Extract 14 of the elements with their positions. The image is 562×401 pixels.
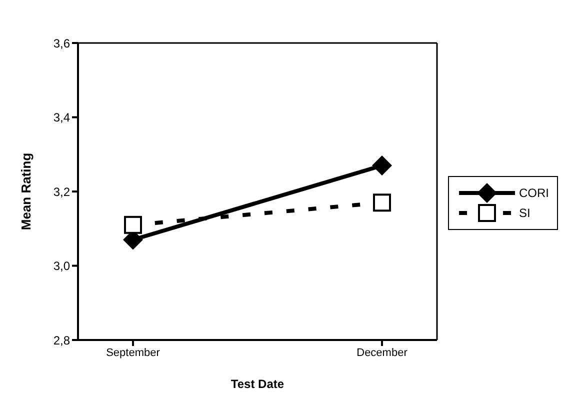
- y-tick-label: 3,2: [53, 184, 70, 199]
- legend-label: SI: [519, 206, 530, 220]
- y-tick-label: 3,0: [53, 259, 70, 274]
- y-tick-label: 3,6: [53, 36, 70, 50]
- y-tick-label: 3,4: [53, 110, 70, 125]
- point: [373, 194, 391, 212]
- y-tick-label: 2,8: [53, 333, 70, 348]
- x-tick-label: September: [106, 346, 160, 359]
- x-axis-title: Test Date: [230, 377, 284, 391]
- point: [372, 156, 392, 176]
- legend-label: CORI: [519, 186, 549, 200]
- point: [124, 216, 142, 234]
- y-axis-title: Mean Rating: [18, 152, 34, 230]
- x-tick-label: December: [356, 346, 408, 359]
